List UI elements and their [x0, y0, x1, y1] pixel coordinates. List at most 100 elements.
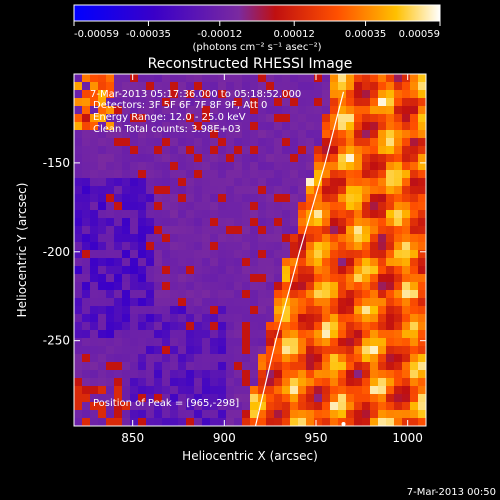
heatmap-cell [306, 98, 315, 107]
heatmap-cell [250, 146, 259, 155]
heatmap-cell [266, 194, 275, 203]
heatmap-cell [298, 402, 307, 411]
heatmap-cell [242, 282, 251, 291]
heatmap-cell [226, 322, 235, 331]
heatmap-cell [170, 98, 179, 107]
heatmap-cell [362, 402, 371, 411]
heatmap-cell [370, 306, 379, 315]
heatmap-cell [90, 226, 99, 235]
heatmap-cell [202, 138, 211, 147]
heatmap-cell [162, 386, 171, 395]
heatmap-cell [362, 322, 371, 331]
heatmap-cell [122, 298, 131, 307]
heatmap-cell [418, 386, 426, 395]
heatmap-cell [90, 242, 99, 251]
heatmap-cell [106, 338, 115, 347]
heatmap-cell [330, 266, 339, 275]
heatmap-cell [274, 282, 283, 291]
heatmap-cell [74, 74, 83, 83]
heatmap-cell [338, 250, 347, 259]
heatmap-cell [170, 74, 179, 83]
heatmap-cell [146, 394, 155, 403]
heatmap-cell [178, 378, 187, 387]
heatmap-cell [378, 362, 387, 371]
heatmap-cell [314, 74, 323, 83]
heatmap-cell [234, 130, 243, 139]
heatmap-cell [338, 402, 347, 411]
heatmap-cell [322, 386, 331, 395]
heatmap-cell [162, 378, 171, 387]
heatmap-cell [186, 226, 195, 235]
heatmap-cell [82, 234, 91, 243]
heatmap-cell [266, 218, 275, 227]
heatmap-cell [90, 250, 99, 259]
heatmap-cell [226, 298, 235, 307]
heatmap-cell [114, 146, 123, 155]
heatmap-cell [98, 186, 107, 195]
heatmap-cell [314, 194, 323, 203]
heatmap-cell [170, 410, 179, 419]
heatmap-cell [354, 130, 363, 139]
heatmap-cell [114, 306, 123, 315]
heatmap-cell [306, 82, 315, 91]
x-tick-label: 1000 [392, 431, 423, 445]
heatmap-cell [194, 378, 203, 387]
heatmap-cell [186, 418, 195, 426]
heatmap-cell [378, 122, 387, 131]
heatmap-cell [258, 106, 267, 115]
heatmap-cell [154, 122, 163, 131]
heatmap-cell [170, 362, 179, 371]
heatmap-cell [138, 234, 147, 243]
heatmap-cell [74, 274, 83, 283]
heatmap-cell [346, 250, 355, 259]
heatmap-cell [90, 106, 99, 115]
heatmap-cell [74, 402, 83, 411]
heatmap-cell [138, 226, 147, 235]
heatmap-cell [370, 274, 379, 283]
heatmap-cell [130, 266, 139, 275]
heatmap-cell [298, 234, 307, 243]
heatmap-cell [114, 266, 123, 275]
heatmap-cell [130, 170, 139, 179]
heatmap-cell [282, 154, 291, 163]
heatmap-cell [226, 234, 235, 243]
heatmap-cell [290, 234, 299, 243]
heatmap-cell [370, 370, 379, 379]
heatmap-cell [170, 378, 179, 387]
heatmap-cell [322, 410, 331, 419]
heatmap-cell [114, 74, 123, 83]
heatmap-cell [250, 90, 259, 99]
heatmap-cell [170, 178, 179, 187]
heatmap-cell [338, 386, 347, 395]
heatmap-cell [266, 170, 275, 179]
heatmap-cell [282, 210, 291, 219]
heatmap-cell [194, 98, 203, 107]
heatmap-cell [210, 138, 219, 147]
heatmap-cell [250, 346, 259, 355]
heatmap-cell [194, 282, 203, 291]
heatmap-cell [130, 354, 139, 363]
heatmap-cell [106, 346, 115, 355]
heatmap-cell [258, 74, 267, 83]
heatmap-cell [322, 378, 331, 387]
heatmap-cell [162, 306, 171, 315]
heatmap-cell [130, 82, 139, 91]
heatmap-cell [162, 218, 171, 227]
heatmap-cell [226, 394, 235, 403]
heatmap-cell [154, 370, 163, 379]
heatmap-cell [410, 330, 419, 339]
heatmap-cell [274, 178, 283, 187]
heatmap-cell [306, 346, 315, 355]
heatmap-cell [410, 194, 419, 203]
heatmap-cell [242, 82, 251, 91]
heatmap-cell [274, 130, 283, 139]
heatmap-cell [82, 74, 91, 83]
heatmap-cell [386, 186, 395, 195]
heatmap-cell [106, 130, 115, 139]
heatmap-cell [146, 210, 155, 219]
heatmap-cell [250, 162, 259, 171]
heatmap-cell [298, 218, 307, 227]
heatmap-cell [74, 218, 83, 227]
heatmap-cell [114, 114, 123, 123]
heatmap-cell [282, 82, 291, 91]
